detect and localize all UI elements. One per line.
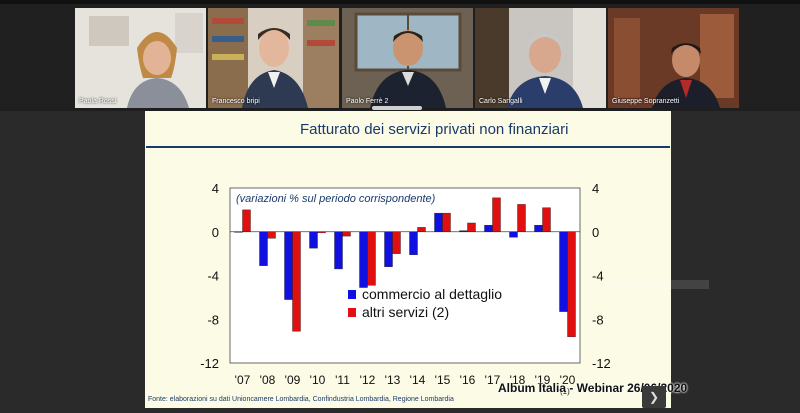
x-tick-label: '08 (260, 373, 276, 387)
bar-commercio (234, 231, 243, 233)
x-tick-label: '19 (535, 373, 551, 387)
bar-altri-servizi (242, 209, 251, 232)
slide-title: Fatturato dei servizi privati non finanz… (300, 121, 569, 138)
bar-altri-servizi (342, 231, 351, 237)
bar-commercio (434, 212, 443, 232)
slide-source-note: Fonte: elaborazioni su dati Unioncamere … (148, 396, 454, 403)
y-tick-label-right: 4 (592, 181, 599, 196)
plot-area (229, 187, 581, 364)
bar-altri-servizi (517, 204, 526, 232)
bar-altri-servizi (442, 212, 451, 232)
y-tick-label-left: -12 (200, 356, 219, 371)
bar-altri-servizi (292, 231, 301, 332)
x-tick-label: '10 (310, 373, 326, 387)
x-tick-label: '20 (560, 373, 576, 387)
bar-commercio (384, 231, 393, 267)
bar-commercio (484, 224, 493, 232)
bar-commercio (509, 231, 518, 238)
participant-video-4 (475, 8, 606, 108)
y-tick-label-right: -8 (592, 312, 604, 327)
bar-commercio (559, 231, 568, 312)
strip-resize-handle[interactable] (372, 106, 422, 110)
bar-altri-servizi (417, 227, 426, 232)
participant-name: Paola Rossi (79, 98, 117, 105)
y-tick-label-left: -4 (207, 269, 219, 284)
legend-label-commercio: commercio al dettaglio (362, 286, 502, 302)
bar-altri-servizi (267, 231, 276, 239)
bar-commercio (409, 231, 418, 255)
faded-overlay-label (604, 280, 709, 289)
bar-commercio (259, 231, 268, 266)
participant-tile-3[interactable]: Paolo Ferrè 2 (342, 8, 473, 108)
participant-name: Carlo Sangalli (479, 98, 523, 105)
y-tick-label-right: 0 (592, 225, 599, 240)
window-top-edge (0, 0, 800, 4)
participant-video-2 (208, 8, 339, 108)
bar-commercio (309, 231, 318, 249)
y-tick-label-left: 4 (212, 181, 219, 196)
chart-plot: 4 4 0 0 -4 -4 -8 -8 -12 -12 '07 '08 '09 '10 '11 '12 '13 '… (200, 181, 611, 396)
legend-swatch-altri-servizi (348, 308, 356, 317)
participant-video-3 (342, 8, 473, 108)
x-tick-label: '13 (385, 373, 401, 387)
participant-video-strip: Paola Rossi Francesco bripi (0, 4, 800, 108)
webinar-caption: Album Italia - Webinar 26/06/2020 (498, 381, 688, 395)
chevron-right-icon: ❯ (648, 390, 660, 404)
slide-title-rule (146, 146, 670, 148)
x-tick-label: '14 (410, 373, 426, 387)
x-tick-label: '11 (335, 373, 350, 387)
bar-altri-servizi (542, 207, 551, 232)
chart-subtitle: (variazioni % sul periodo corrispondente… (236, 193, 436, 205)
participant-name: Paolo Ferrè 2 (346, 98, 389, 105)
bar-altri-servizi (367, 231, 376, 286)
chart-annotation: (1) (560, 387, 570, 396)
bar-altri-servizi (567, 231, 576, 337)
bar-commercio (359, 231, 368, 288)
bar-altri-servizi (467, 222, 476, 232)
next-slide-button[interactable]: ❯ (642, 386, 666, 408)
participant-name: Giuseppe Sopranzetti (612, 98, 680, 105)
legend-label-altri-servizi: altri servizi (2) (362, 304, 449, 320)
bar-chart: 4 4 0 0 -4 -4 -8 -8 -12 -12 '07 '08 '09 '10 '11 '12 '13 '… (200, 181, 611, 396)
y-tick-label-right: -4 (592, 269, 604, 284)
bar-commercio (534, 224, 543, 232)
bar-altri-servizi (492, 197, 501, 232)
participant-tile-4[interactable]: Carlo Sangalli (475, 8, 606, 108)
x-tick-label: '12 (360, 373, 376, 387)
y-tick-label-left: -8 (207, 312, 219, 327)
x-tick-label: '16 (460, 373, 476, 387)
y-tick-label-right: -12 (592, 356, 611, 371)
participant-video-1 (75, 8, 206, 108)
bar-commercio (459, 230, 468, 232)
x-tick-label: '09 (285, 373, 301, 387)
x-tick-label: '15 (435, 373, 451, 387)
x-tick-label: '17 (485, 373, 501, 387)
participant-name: Francesco bripi (212, 98, 260, 105)
participant-tile-2[interactable]: Francesco bripi (208, 8, 339, 108)
participant-tile-5[interactable]: Giuseppe Sopranzetti (608, 8, 739, 108)
legend-swatch-commercio (348, 290, 356, 299)
participant-tile-1[interactable]: Paola Rossi (75, 8, 206, 108)
x-tick-label: '18 (510, 373, 526, 387)
y-tick-label-left: 0 (212, 225, 219, 240)
bar-commercio (284, 231, 293, 300)
bar-altri-servizi (392, 231, 401, 254)
participant-video-5 (608, 8, 739, 108)
x-tick-label: '07 (235, 373, 251, 387)
bar-altri-servizi (317, 231, 326, 234)
bar-commercio (334, 231, 343, 270)
